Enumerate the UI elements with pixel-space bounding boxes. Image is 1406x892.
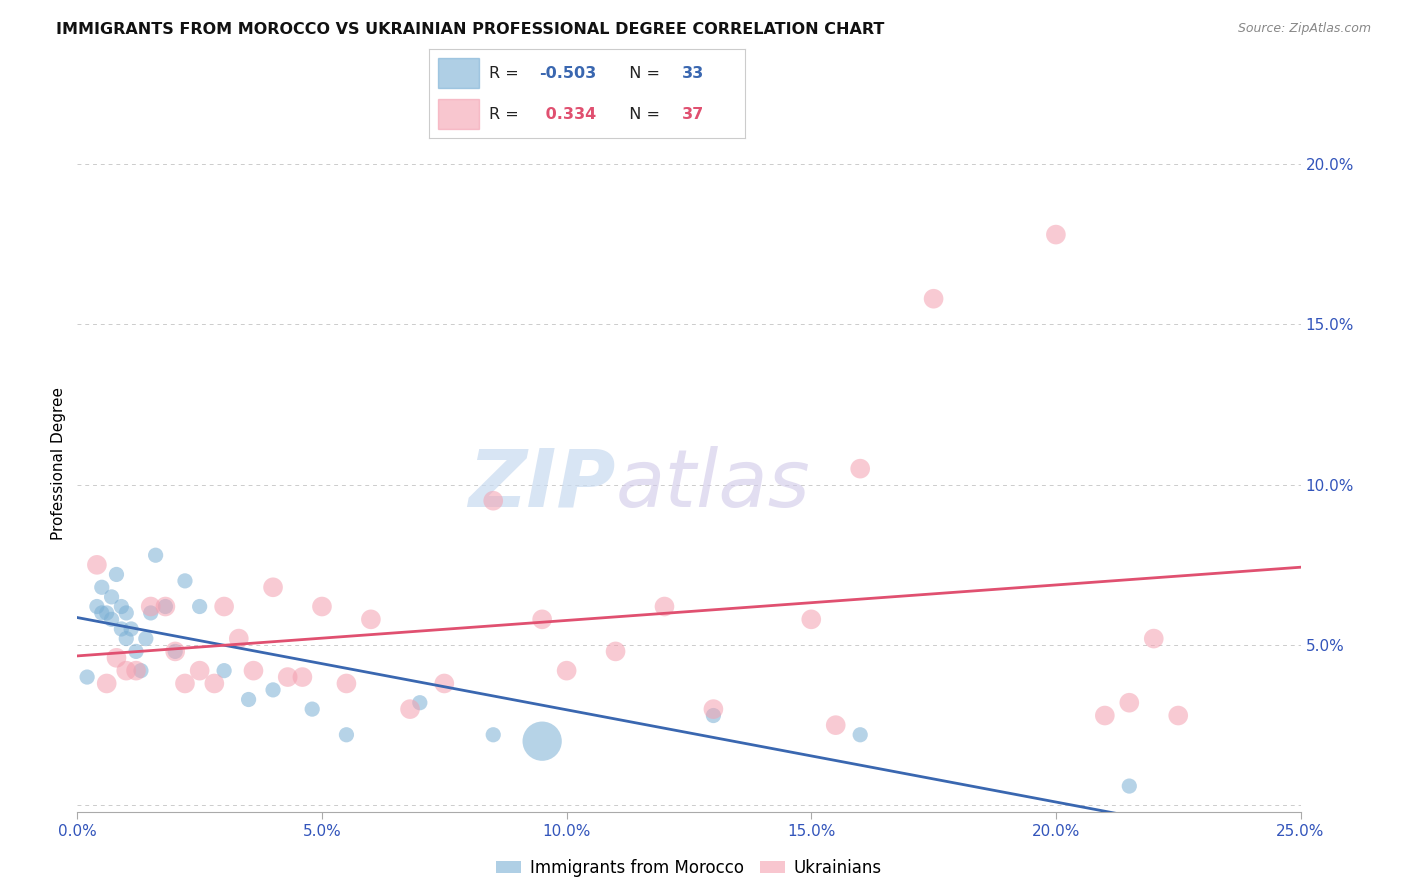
Point [291, 670, 314, 684]
Point [654, 599, 676, 614]
Point [129, 664, 152, 678]
Text: 33: 33 [682, 66, 704, 80]
Point [110, 599, 132, 614]
Point [531, 734, 554, 748]
Point [115, 632, 138, 646]
Point [174, 676, 197, 690]
Point [165, 644, 187, 658]
Point [849, 461, 872, 475]
Point [335, 728, 357, 742]
Point [433, 676, 456, 690]
Point [242, 664, 264, 678]
Point [555, 664, 578, 678]
Point [228, 632, 250, 646]
Point [335, 676, 357, 690]
Point [135, 632, 157, 646]
Point [482, 728, 505, 742]
Point [188, 599, 211, 614]
Point [311, 599, 333, 614]
Point [105, 650, 128, 665]
Point [96, 676, 118, 690]
Point [100, 612, 122, 626]
Point [1118, 696, 1140, 710]
Legend: Immigrants from Morocco, Ukrainians: Immigrants from Morocco, Ukrainians [489, 852, 889, 883]
Point [86, 558, 108, 572]
Point [76, 670, 98, 684]
Point [605, 644, 627, 658]
Point [262, 682, 284, 697]
Point [120, 622, 142, 636]
Point [1143, 632, 1166, 646]
Text: 0.334: 0.334 [540, 107, 596, 121]
Text: R =: R = [489, 107, 524, 121]
Text: N =: N = [619, 107, 665, 121]
Point [849, 728, 872, 742]
Point [155, 599, 177, 614]
Text: Source: ZipAtlas.com: Source: ZipAtlas.com [1237, 22, 1371, 36]
Point [360, 612, 382, 626]
Y-axis label: Professional Degree: Professional Degree [51, 387, 66, 541]
Text: ZIP: ZIP [468, 446, 616, 524]
Point [125, 644, 148, 658]
Point [702, 702, 724, 716]
Text: IMMIGRANTS FROM MOROCCO VS UKRAINIAN PROFESSIONAL DEGREE CORRELATION CHART: IMMIGRANTS FROM MOROCCO VS UKRAINIAN PRO… [56, 22, 884, 37]
Point [90, 606, 112, 620]
Point [90, 580, 112, 594]
Point [139, 606, 162, 620]
Bar [439, 99, 479, 129]
Point [165, 644, 187, 658]
Point [301, 702, 323, 716]
Text: N =: N = [619, 66, 665, 80]
Point [105, 567, 128, 582]
Text: R =: R = [489, 66, 524, 80]
Point [482, 493, 505, 508]
Point [238, 692, 260, 706]
Point [824, 718, 846, 732]
Point [1118, 779, 1140, 793]
Bar [439, 58, 479, 88]
Point [110, 622, 132, 636]
Point [922, 292, 945, 306]
Text: atlas: atlas [616, 446, 810, 524]
Point [531, 612, 554, 626]
Point [1045, 227, 1067, 242]
Point [800, 612, 823, 626]
Point [188, 664, 211, 678]
Point [155, 599, 177, 614]
Point [115, 606, 138, 620]
Point [212, 599, 235, 614]
Point [212, 664, 235, 678]
Point [1094, 708, 1116, 723]
Point [115, 664, 138, 678]
Point [125, 664, 148, 678]
Point [100, 590, 122, 604]
Point [277, 670, 299, 684]
Point [262, 580, 284, 594]
Point [409, 696, 432, 710]
Point [139, 599, 162, 614]
Point [174, 574, 197, 588]
Point [145, 548, 167, 562]
Point [96, 606, 118, 620]
Point [202, 676, 225, 690]
Point [86, 599, 108, 614]
Text: 37: 37 [682, 107, 704, 121]
Text: -0.503: -0.503 [540, 66, 596, 80]
Point [702, 708, 724, 723]
Point [399, 702, 422, 716]
Point [1167, 708, 1189, 723]
